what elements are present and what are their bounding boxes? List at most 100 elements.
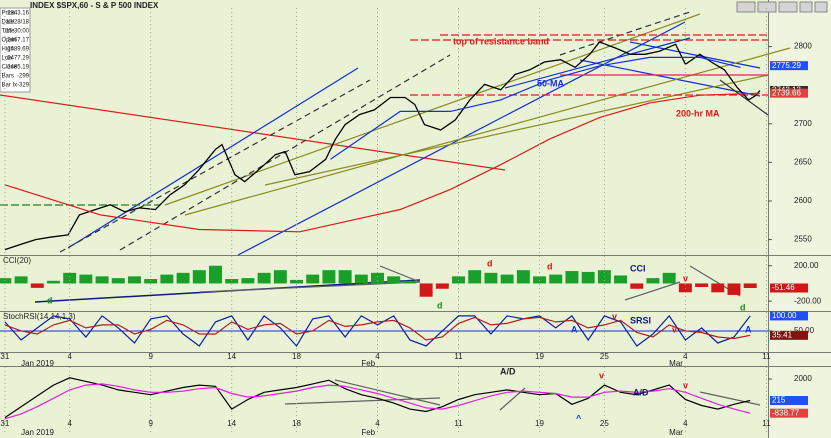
cci-bar xyxy=(306,274,320,284)
info-label: Bars xyxy=(2,74,14,80)
last-value-box xyxy=(770,396,808,406)
panel: 200.00 -200.00 -51.46 xyxy=(0,261,822,305)
x-tick-label: 4 xyxy=(683,352,688,361)
panel: 255026002650270028002775.292743.132739.6… xyxy=(4,41,812,251)
info-label: Date xyxy=(2,20,15,26)
cci-bar xyxy=(484,272,498,284)
y-tick-label: 2600 xyxy=(794,196,812,205)
cci-bar xyxy=(452,276,466,284)
annotation: CCI xyxy=(630,263,646,273)
y-tick-label: -200.00 xyxy=(794,296,822,305)
x-month-label: Feb xyxy=(361,359,375,368)
x-month-label: Mar xyxy=(669,428,683,437)
trendline xyxy=(719,79,769,116)
plot-area: 255026002650270028002775.292743.132739.6… xyxy=(0,8,822,437)
trendline xyxy=(59,79,371,253)
cci-bar xyxy=(273,270,287,284)
cci-bar xyxy=(95,276,109,284)
info-label: Open xyxy=(2,38,17,44)
cci-bar xyxy=(435,283,449,289)
panel: 2000 31 4 9 14 18 4 11 19 25 4 11 Jan 2019 Feb Mar 215 -… xyxy=(0,374,812,437)
cci-bar xyxy=(419,283,433,297)
cci-bar xyxy=(533,276,547,284)
y-tick-label: 2650 xyxy=(794,157,812,166)
annotation: v xyxy=(683,380,688,390)
window-button[interactable] xyxy=(757,1,777,13)
cci-bar xyxy=(290,279,303,284)
info-value: 2477.29 xyxy=(7,56,29,62)
info-value: -299 xyxy=(17,74,30,80)
trendline xyxy=(629,41,761,69)
trendline xyxy=(699,391,761,406)
cci-bar xyxy=(468,270,482,284)
trendline xyxy=(624,281,681,301)
annotation: A xyxy=(745,324,752,334)
window-button[interactable] xyxy=(736,1,756,13)
x-month-label: Feb xyxy=(361,428,375,437)
info-value: 15:30:00 xyxy=(6,29,30,35)
last-value-box xyxy=(770,61,808,71)
x-tick-label: 25 xyxy=(600,352,609,361)
series-line xyxy=(330,56,741,160)
y-tick-label: 2000 xyxy=(794,374,812,383)
y-tick-label: 2550 xyxy=(794,235,812,244)
x-tick-label: 4 xyxy=(375,419,380,428)
window-button[interactable] xyxy=(799,1,813,13)
x-tick-label: 4 xyxy=(683,419,688,428)
x-tick-label: 19 xyxy=(535,419,544,428)
series-line xyxy=(4,41,761,251)
last-value-box xyxy=(770,283,808,293)
cci-bar xyxy=(581,271,595,284)
info-box xyxy=(0,7,31,93)
x-month-label: Jan 2019 xyxy=(21,359,54,368)
trendline xyxy=(579,59,761,97)
cci-bar xyxy=(128,276,141,284)
annotation: ^ xyxy=(576,413,582,423)
trendline xyxy=(264,74,769,186)
annotation: v xyxy=(683,273,688,283)
cci-bar xyxy=(111,278,125,284)
trendline xyxy=(184,47,791,216)
cci-bar xyxy=(549,274,563,284)
x-tick-label: 11 xyxy=(454,352,463,361)
cci-bar xyxy=(387,276,401,284)
cci-bar xyxy=(403,280,417,284)
cci-bar xyxy=(678,283,692,293)
series-line xyxy=(4,92,760,233)
annotation: 50-MA xyxy=(537,78,565,88)
x-tick-label: 4 xyxy=(375,352,380,361)
annotation: v xyxy=(672,324,677,334)
last-value-label: 215 xyxy=(772,396,786,405)
y-tick-label: 200.00 xyxy=(794,261,819,270)
x-tick-label: 18 xyxy=(292,352,301,361)
x-tick-label: 14 xyxy=(227,419,236,428)
window-button[interactable] xyxy=(778,1,798,13)
y-tick-label: 2800 xyxy=(794,42,812,51)
y-tick-label: 2700 xyxy=(794,119,812,128)
info-label: Low xyxy=(2,56,14,62)
last-value-label: 2739.66 xyxy=(772,88,801,97)
cci-bar xyxy=(727,283,741,295)
x-month-label: Jan 2019 xyxy=(21,428,54,437)
cci-bar xyxy=(322,270,336,284)
cci-bar xyxy=(144,279,158,284)
cci-bar xyxy=(614,275,628,284)
last-value-label: -51.46 xyxy=(772,283,795,292)
x-tick-label: 31 xyxy=(0,352,9,361)
window-button[interactable] xyxy=(814,1,828,13)
x-tick-label: 19 xyxy=(535,352,544,361)
cci-bar xyxy=(241,278,255,284)
last-value-box xyxy=(770,330,808,340)
annotation: top of resistance band xyxy=(453,36,549,46)
cci-bar xyxy=(257,272,271,284)
cci-bar xyxy=(500,274,514,284)
cci-bar xyxy=(743,283,757,288)
cci-bar xyxy=(160,274,174,284)
window-buttons xyxy=(736,1,828,13)
cci-bar xyxy=(192,270,206,284)
info-label: Bar Ix xyxy=(2,83,18,89)
info-value: 2489.69 xyxy=(7,47,29,53)
